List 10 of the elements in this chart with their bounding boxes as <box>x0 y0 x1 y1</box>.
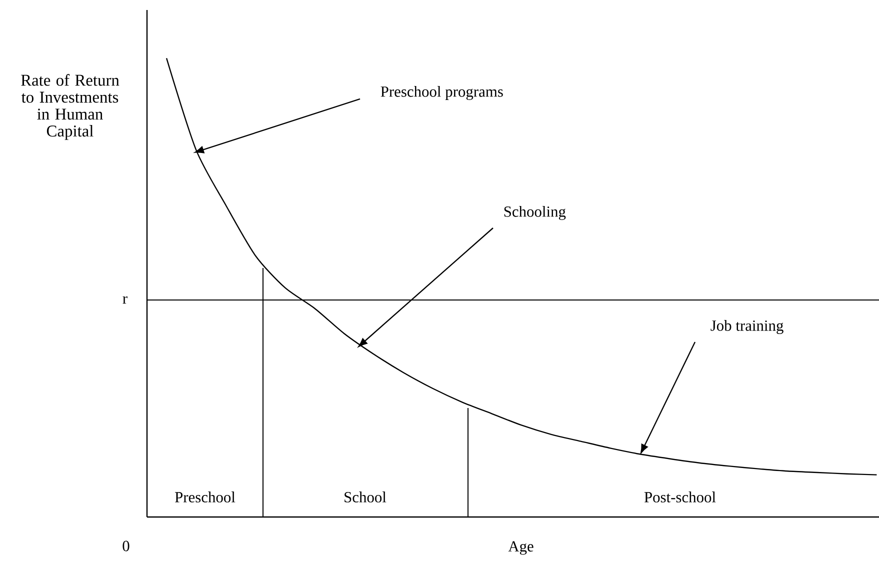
ref-line-label: r <box>122 296 128 304</box>
annotation: Preschool programs <box>380 86 503 100</box>
x-axis-title: Age <box>508 541 534 555</box>
annotation: Job training <box>710 320 784 334</box>
y-axis-title: Rate of Return to Investments in Human Capital <box>21 74 120 140</box>
annotation: Schooling <box>504 206 566 220</box>
annotation: Preschool <box>174 492 236 502</box>
annotation: School <box>344 492 386 502</box>
annotation: Post-school <box>644 492 716 502</box>
text: 0 <box>122 540 130 552</box>
